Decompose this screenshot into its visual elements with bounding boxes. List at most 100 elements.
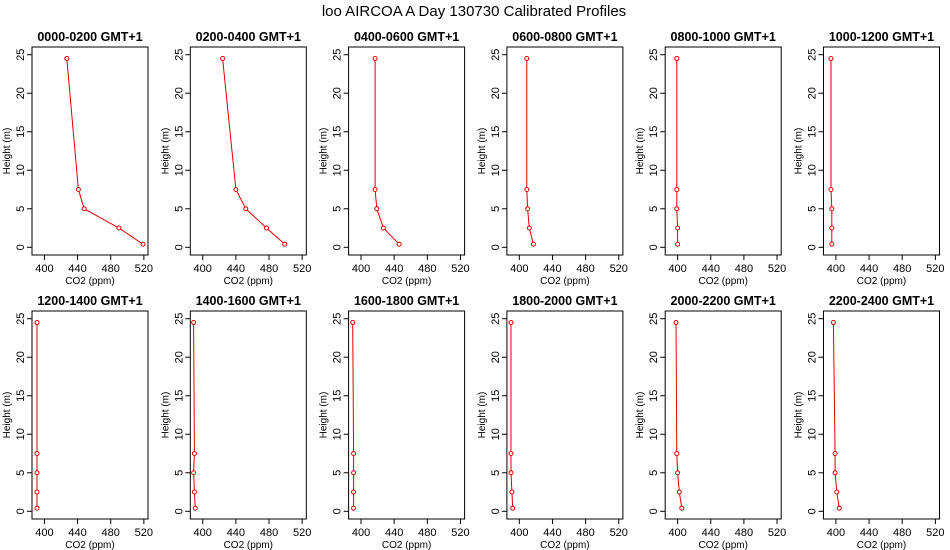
y-tick-label: 25 [648, 49, 660, 61]
series-line [832, 322, 840, 509]
y-axis-label: Height (m) [477, 392, 488, 439]
data-point [524, 56, 530, 62]
y-tick-label: 15 [490, 126, 502, 138]
y-tick-label: 0 [332, 244, 344, 250]
y-tick-label: 20 [173, 87, 185, 99]
x-tick-label: 440 [543, 263, 561, 275]
x-axis-label: CO2 (ppm) [382, 276, 431, 287]
data-point [264, 225, 270, 231]
plot-frame [506, 310, 624, 520]
x-tick-label: 400 [352, 527, 370, 539]
x-tick-label: 400 [35, 263, 53, 275]
y-tick-label: 15 [15, 126, 27, 138]
y-tick-label: 0 [648, 244, 660, 250]
series-line [222, 58, 286, 245]
series-line [510, 322, 514, 509]
y-tick-label: 5 [490, 470, 502, 476]
y-tick-label: 15 [15, 390, 27, 402]
y-tick-label: 5 [490, 206, 502, 212]
plot-frame [348, 46, 466, 256]
y-axis-label: Height (m) [794, 128, 805, 175]
y-tick-label: 25 [15, 49, 27, 61]
data-point [34, 451, 40, 457]
x-tick-label: 520 [293, 263, 311, 275]
data-point [832, 451, 838, 457]
plot-frame [189, 310, 307, 520]
data-point [676, 489, 682, 495]
y-tick-label: 0 [807, 244, 819, 250]
y-tick-label: 0 [648, 508, 660, 514]
x-tick-label: 440 [860, 263, 878, 275]
y-axis-label: Height (m) [477, 128, 488, 175]
y-tick-label: 15 [648, 126, 660, 138]
x-axis-label: CO2 (ppm) [224, 276, 273, 287]
y-tick-label: 25 [807, 49, 819, 61]
panel-7: 1200-1400 GMT+1 400 440 480 520 0 5 10 15 20 25 CO2… [2, 294, 153, 550]
data-point [374, 206, 380, 212]
panel-title: 0000-0200 GMT+1 [37, 30, 142, 44]
y-tick-label: 5 [332, 206, 344, 212]
y-tick-label: 0 [490, 508, 502, 514]
plot-frame [348, 310, 466, 520]
data-point [351, 489, 357, 495]
data-point [526, 225, 532, 231]
panel-title: 1400-1600 GMT+1 [196, 294, 301, 308]
plot-frame [664, 46, 782, 256]
y-tick-label: 10 [332, 428, 344, 440]
x-tick-label: 480 [260, 527, 278, 539]
x-axis-label: CO2 (ppm) [698, 540, 747, 550]
data-point [243, 206, 249, 212]
panel-9: 1600-1800 GMT+1 400 440 480 520 0 5 10 15 20 25 CO2… [319, 294, 470, 550]
plot-frame [189, 46, 307, 256]
series-line [193, 322, 196, 509]
y-tick-label: 15 [648, 390, 660, 402]
data-point [191, 489, 197, 495]
y-axis-label: Height (m) [2, 128, 13, 175]
y-tick-label: 5 [15, 206, 27, 212]
x-axis-label: CO2 (ppm) [382, 540, 431, 550]
data-point [508, 470, 514, 476]
y-tick-label: 10 [15, 428, 27, 440]
y-tick-label: 25 [490, 49, 502, 61]
x-tick-label: 440 [68, 527, 86, 539]
y-tick-label: 20 [648, 87, 660, 99]
x-axis-label: CO2 (ppm) [540, 540, 589, 550]
x-tick-label: 440 [227, 527, 245, 539]
data-point [828, 56, 834, 62]
y-tick-label: 0 [332, 508, 344, 514]
x-tick-label: 480 [418, 263, 436, 275]
x-axis-label: CO2 (ppm) [857, 276, 906, 287]
y-axis-label: Height (m) [160, 128, 171, 175]
panel-title: 0800-1000 GMT+1 [671, 30, 776, 44]
y-tick-label: 10 [807, 428, 819, 440]
series-line [526, 58, 534, 245]
plot-frame [664, 310, 782, 520]
y-tick-label: 10 [490, 164, 502, 176]
data-point [140, 241, 146, 247]
data-point [829, 206, 835, 212]
panel-title: 2000-2200 GMT+1 [671, 294, 776, 308]
x-tick-label: 400 [510, 527, 528, 539]
data-point [673, 320, 679, 326]
y-tick-label: 20 [807, 351, 819, 363]
data-point [509, 489, 515, 495]
y-axis-label: Height (m) [319, 128, 330, 175]
panel-title: 1200-1400 GMT+1 [37, 294, 142, 308]
data-point [34, 320, 40, 326]
y-tick-label: 0 [490, 244, 502, 250]
data-point [675, 470, 681, 476]
data-point [675, 225, 681, 231]
y-tick-label: 0 [173, 508, 185, 514]
panel-title: 1800-2000 GMT+1 [512, 294, 617, 308]
x-tick-label: 520 [135, 263, 153, 275]
data-point [220, 56, 226, 62]
y-tick-label: 0 [15, 244, 27, 250]
y-tick-label: 15 [332, 390, 344, 402]
y-tick-label: 5 [807, 470, 819, 476]
x-tick-label: 480 [893, 263, 911, 275]
y-tick-label: 10 [332, 164, 344, 176]
y-tick-label: 20 [332, 351, 344, 363]
x-tick-label: 480 [576, 527, 594, 539]
panel-title: 1000-1200 GMT+1 [829, 30, 934, 44]
data-point [351, 470, 357, 476]
